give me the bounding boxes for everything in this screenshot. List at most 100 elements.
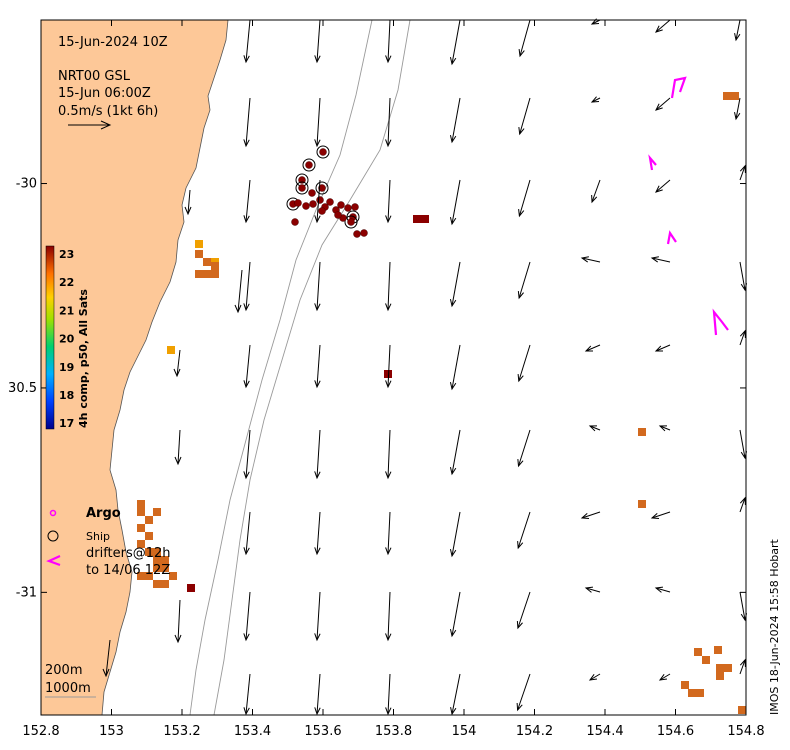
sst-square [203, 270, 211, 278]
current-arrow [314, 673, 321, 716]
drifter-dot [294, 199, 302, 207]
current-arrow [655, 179, 671, 193]
drifter-dot [302, 202, 310, 210]
argo-track [712, 308, 729, 336]
x-tick-label: 153.2 [163, 724, 200, 739]
current-arrow [385, 429, 392, 480]
current-arrow [385, 19, 392, 64]
current-arrow [654, 344, 671, 352]
current-arrow [580, 511, 601, 520]
x-tick-label: 153.4 [234, 724, 271, 739]
current-arrow [584, 344, 601, 352]
colorbar-tick-label: 18 [59, 389, 74, 402]
current-arrow [450, 673, 461, 716]
current-arrow [314, 261, 321, 312]
current-arrow [243, 511, 251, 556]
scale-label: 0.5m/s (1kt 6h) [58, 104, 158, 119]
sst-square [211, 262, 219, 270]
current-arrow [518, 19, 531, 58]
sst-square [638, 428, 646, 436]
current-arrow [314, 179, 321, 224]
product-line1: NRT00 GSL [58, 69, 131, 84]
current-arrow [385, 344, 392, 389]
sst-square [137, 540, 145, 548]
x-tick-label: 153.6 [304, 724, 341, 739]
current-arrow [449, 261, 461, 308]
drifter-dot [298, 184, 306, 192]
ship-legend-label: Ship [86, 530, 110, 543]
argo-track [648, 154, 657, 171]
depth-contour-1000m [213, 19, 411, 716]
sst-square [696, 689, 704, 697]
current-arrow [739, 164, 746, 181]
x-tick-label: 153.8 [375, 724, 412, 739]
colorbar-tick-label: 23 [59, 248, 74, 261]
drifter-dot [318, 184, 326, 192]
ship-marker [295, 181, 309, 195]
argo-legend-label: Argo [86, 506, 121, 521]
current-arrow [734, 19, 741, 42]
current-arrow [243, 19, 251, 64]
sst-square [724, 664, 732, 672]
current-arrow [518, 97, 531, 136]
drifter-dot [291, 218, 299, 226]
colorbar-tick-label: 19 [59, 361, 74, 374]
drifter-dot [308, 189, 316, 197]
current-arrow [590, 96, 601, 103]
current-arrow [739, 496, 746, 513]
sst-square [153, 508, 161, 516]
current-arrow [184, 189, 192, 216]
sst-square [681, 681, 689, 689]
colorbar-tick-label: 20 [59, 333, 75, 346]
current-arrow [518, 179, 531, 218]
x-tick-label: 154.2 [516, 724, 553, 739]
sst-squares [137, 92, 746, 714]
depth-label-1000m: 1000m [45, 681, 91, 696]
current-arrow [243, 97, 251, 148]
current-arrow [243, 179, 251, 224]
drifters-label-2: to 14/06 12Z [86, 563, 170, 578]
sst-square [145, 572, 153, 580]
drifter-dot [318, 207, 326, 215]
current-arrow [385, 179, 392, 224]
current-arrow [655, 19, 671, 33]
land-coastline [40, 19, 229, 716]
ship-legend-icon [47, 530, 59, 542]
current-arrow [314, 511, 321, 556]
sst-square [413, 215, 421, 223]
sst-square [688, 689, 696, 697]
argo-tracks [648, 76, 729, 336]
current-arrow [658, 673, 671, 681]
product-line2: 15-Jun 06:00Z [58, 86, 151, 101]
sst-square [137, 524, 145, 532]
current-arrow [588, 425, 601, 432]
current-arrow [449, 344, 461, 391]
ship-marker [302, 158, 316, 172]
drifter-dot [326, 198, 334, 206]
current-arrow [314, 97, 321, 148]
drifter-dot [316, 196, 324, 204]
current-arrow [173, 349, 181, 378]
colorbar-gradient [45, 245, 55, 430]
current-arrow [385, 511, 392, 556]
current-arrow [243, 261, 251, 312]
current-arrow [588, 673, 601, 681]
sst-square [153, 548, 161, 556]
drifter-dot [319, 148, 327, 156]
current-arrow [650, 511, 671, 520]
sst-square [145, 548, 153, 556]
current-arrow [591, 179, 601, 204]
current-arrow [517, 344, 531, 383]
current-arrow [650, 256, 671, 263]
sst-square [716, 672, 724, 680]
x-tick-label: 154.8 [727, 724, 764, 739]
sst-square [169, 572, 177, 580]
current-arrow [449, 511, 461, 558]
current-arrow [385, 261, 392, 312]
current-arrow [234, 269, 243, 314]
drifter-dots [286, 145, 368, 238]
colorbar-title: 4h comp, p50, All Sats [77, 289, 90, 428]
ship-marker [344, 215, 358, 229]
sst-square [153, 580, 161, 588]
sst-square [137, 572, 145, 580]
